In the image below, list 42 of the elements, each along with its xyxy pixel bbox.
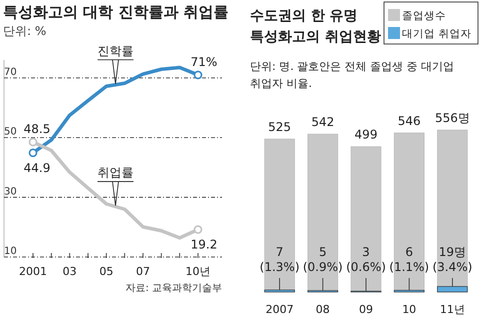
point — [194, 70, 202, 80]
xtick: 2007 — [266, 303, 294, 316]
value-label: 19명 (3.4%) — [432, 245, 472, 274]
series-label: 진학률 — [98, 44, 134, 58]
xtick: 2001 — [19, 265, 47, 278]
ytick: 30 — [4, 186, 17, 198]
annotation: 자료: 교육과학기술부 — [125, 283, 222, 294]
value-label: 3 (0.6%) — [346, 245, 386, 274]
xtick: 10 — [402, 303, 416, 316]
xtick: 11년 — [440, 303, 465, 316]
legend: 졸업생수 대기업 취업자 — [384, 2, 478, 44]
ytick: 50 — [4, 126, 17, 138]
value-label: 48.5 — [24, 122, 50, 136]
xtick: 10년 — [186, 265, 210, 278]
value-label: 5 (0.9%) — [302, 245, 343, 274]
xtick: 03 — [62, 265, 77, 278]
xtick: 07 — [136, 265, 150, 278]
value-label: 44.9 — [24, 160, 50, 175]
xtick: 09 — [359, 303, 373, 316]
point — [194, 225, 202, 234]
title: 수도권의 한 유명 특성화고의 취업현황 — [250, 8, 381, 45]
value-label: 542 — [311, 115, 334, 130]
value-label: 556명 — [434, 111, 470, 125]
value-label: 7 (1.3%) — [260, 245, 300, 274]
xtick: 08 — [316, 303, 330, 316]
series-label: 취업률 — [98, 166, 134, 180]
legend-label: 대기업 취업자 — [402, 28, 472, 40]
point — [28, 148, 38, 158]
ytick: 70 — [4, 66, 17, 78]
title: 특성화고의 대학 진학률과 취업률 — [3, 3, 229, 21]
xtick: 05 — [99, 265, 114, 278]
ytick: 10 — [4, 246, 17, 257]
value-label: 546 — [398, 114, 421, 128]
subtitle: 단위: % — [3, 24, 46, 38]
value-label: 6 (1.1%) — [389, 245, 430, 274]
value-label: 499 — [354, 128, 378, 142]
point — [28, 138, 38, 146]
value-label: 19.2 — [190, 238, 218, 252]
legend-label: 졸업생수 — [402, 10, 446, 22]
subtitle: 단위: 명. 괄호안은 전체 졸업생 중 대기업 취업자 비율. — [250, 60, 454, 90]
value-label: 525 — [268, 120, 292, 134]
value-label: 71% — [190, 54, 218, 69]
